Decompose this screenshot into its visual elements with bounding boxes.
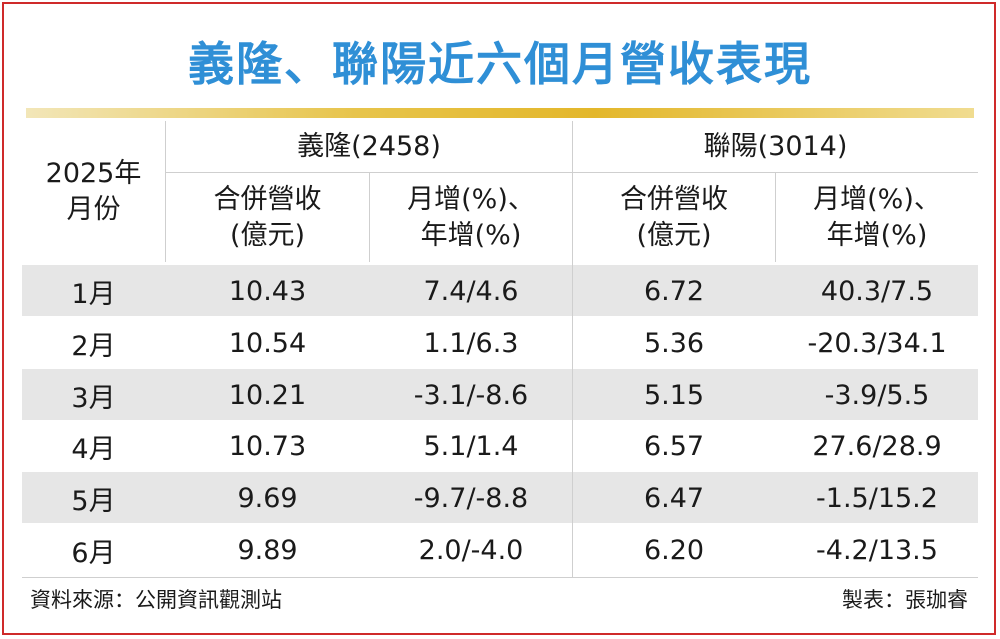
month-cell: 5月 (71, 485, 116, 517)
company2-revenue-cell: 6.20 (643, 534, 705, 566)
company2-revenue-cell: 6.57 (643, 430, 705, 462)
month-cell: 4月 (71, 433, 116, 465)
header-divider (165, 121, 166, 262)
company2-revenue-header: 合併營收 (億元) (573, 173, 775, 262)
growth-header-line1: 月增(%)、 (813, 183, 941, 215)
company1-growth-header: 月增(%)、 年增(%) (370, 173, 572, 262)
page-title: 義隆、聯陽近六個月營收表現 (188, 37, 812, 91)
revenue-header-line2: (億元) (636, 219, 712, 251)
growth-header-line2: 年增(%) (826, 219, 928, 251)
period-header-line2: 月份 (66, 194, 121, 225)
company1-revenue-header: 合併營收 (億元) (166, 173, 369, 262)
header-divider (775, 172, 776, 262)
column-divider (572, 262, 573, 578)
growth-header-line2: 年增(%) (420, 219, 522, 251)
credit-note: 製表：張珈睿 (842, 588, 968, 612)
period-header-line1: 2025年 (45, 158, 142, 189)
company2-revenue-cell: 5.15 (643, 379, 705, 411)
growth-header-line1: 月增(%)、 (407, 183, 535, 215)
header-divider (165, 172, 978, 173)
company1-growth-cell: 5.1/1.4 (423, 430, 519, 462)
company2-revenue-cell: 6.47 (643, 482, 705, 514)
title-underline-bar (26, 108, 974, 118)
source-note: 資料來源：公開資訊觀測站 (30, 588, 282, 612)
company2-revenue-cell: 6.72 (643, 275, 705, 307)
company2-growth-cell: -20.3/34.1 (807, 327, 947, 359)
company1-revenue-cell: 10.73 (228, 430, 307, 462)
month-cell: 3月 (71, 382, 116, 414)
company1-growth-cell: -9.7/-8.8 (413, 482, 529, 514)
company1-growth-cell: 1.1/6.3 (423, 327, 519, 359)
row-stripe (22, 369, 978, 420)
company1-growth-cell: 2.0/-4.0 (418, 534, 524, 566)
company1-revenue-cell: 10.21 (228, 379, 307, 411)
month-cell: 6月 (71, 537, 116, 569)
table-bottom-rule (22, 577, 978, 578)
company2-growth-cell: 40.3/7.5 (820, 275, 934, 307)
company2-growth-cell: -1.5/15.2 (816, 482, 938, 514)
row-stripe (22, 265, 978, 316)
company1-growth-cell: -3.1/-8.6 (413, 379, 529, 411)
row-stripe (22, 472, 978, 523)
company2-growth-header: 月增(%)、 年增(%) (776, 173, 978, 262)
header-divider (572, 121, 573, 262)
company2-growth-cell: 27.6/28.9 (812, 430, 942, 462)
revenue-header-line1: 合併營收 (213, 183, 322, 215)
company1-growth-cell: 7.4/4.6 (423, 275, 519, 307)
company1-revenue-cell: 10.43 (228, 275, 307, 307)
company2-revenue-cell: 5.36 (643, 327, 705, 359)
company1-header: 義隆(2458) (297, 131, 441, 162)
company2-growth-cell: -4.2/13.5 (816, 534, 938, 566)
company2-header: 聯陽(3014) (703, 131, 848, 162)
company1-revenue-cell: 10.54 (228, 327, 307, 359)
header-divider (369, 172, 370, 262)
revenue-header-line1: 合併營收 (620, 183, 728, 215)
revenue-header-line2: (億元) (229, 219, 306, 251)
period-header: 2025年 月份 (22, 122, 165, 262)
company2-growth-cell: -3.9/5.5 (824, 379, 930, 411)
company1-revenue-cell: 9.89 (237, 534, 298, 566)
company1-revenue-cell: 9.69 (237, 482, 298, 514)
month-cell: 1月 (71, 278, 116, 310)
month-cell: 2月 (71, 330, 116, 362)
